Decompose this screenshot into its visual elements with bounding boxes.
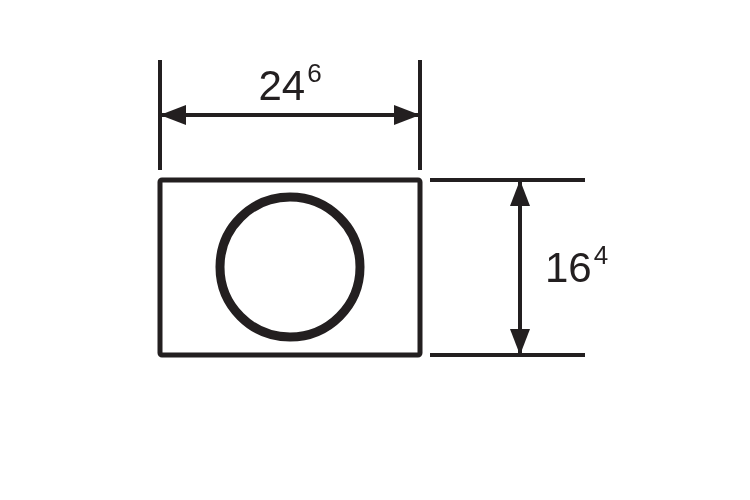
svg-rect-0 xyxy=(0,0,750,500)
